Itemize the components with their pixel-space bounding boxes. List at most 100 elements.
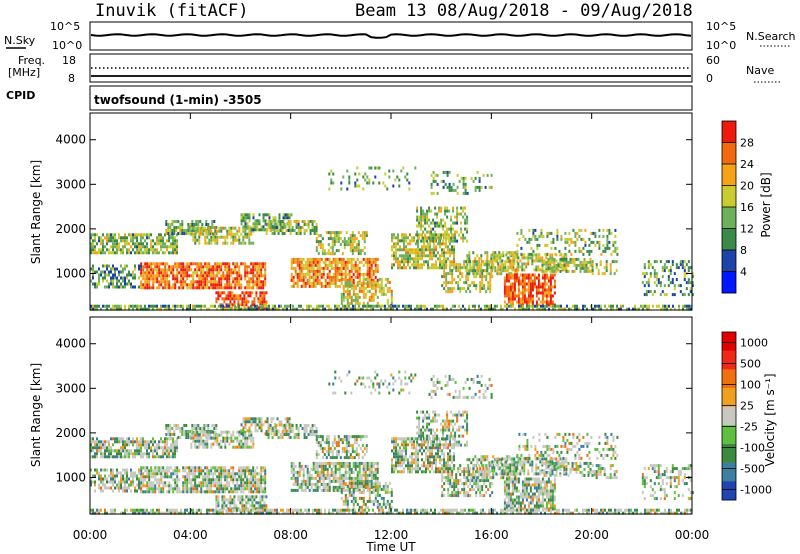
heatmap-cell [442,185,445,189]
heatmap-cell [505,291,508,295]
heatmap-cell [232,271,235,275]
heatmap-cell [96,304,98,308]
heatmap-cell [572,304,574,308]
heatmap-cell [275,226,278,229]
heatmap-cell [186,265,189,269]
heatmap-cell [122,486,124,490]
heatmap-cell [152,304,154,308]
heatmap-cell [363,234,366,238]
heatmap-cell [204,304,206,308]
heatmap-cell [218,433,221,437]
heatmap-cell [170,443,172,447]
heatmap-cell [469,290,472,294]
heatmap-cell [212,484,215,488]
heatmap-cell [118,449,120,453]
heatmap-cell [585,266,588,270]
heatmap-cell [222,490,225,494]
heatmap-cell [468,307,470,311]
heatmap-cell [190,469,193,473]
heatmap-cell [370,266,373,270]
heatmap-cell [541,263,544,267]
heatmap-cell [92,455,94,459]
heatmap-cell [98,449,100,453]
heatmap-cell [183,232,186,235]
heatmap-cell [431,233,433,237]
heatmap-cell [348,289,351,293]
heatmap-cell [167,229,170,232]
heatmap-cell [102,440,104,444]
heatmap-cell [553,291,556,295]
heatmap-cell [554,252,557,256]
heatmap-cell [574,249,577,253]
heatmap-cell [521,279,524,283]
heatmap-cell [92,239,94,243]
heatmap-cell [326,266,329,270]
heatmap-cell [260,286,263,290]
heatmap-cell [302,307,304,311]
heatmap-cell [403,239,405,243]
heatmap-cell [543,294,546,298]
heatmap-cell [274,423,277,427]
heatmap-cell [534,234,537,238]
heatmap-cell [416,230,419,234]
heatmap-cell [244,262,247,266]
heatmap-cell [541,288,544,292]
heatmap-cell [226,469,229,473]
heatmap-cell [168,304,170,308]
heatmap-cell [424,227,427,231]
heatmap-cell [258,472,261,476]
heatmap-cell [170,455,172,459]
heatmap-cell [292,281,295,285]
heatmap-cell [372,269,375,273]
heatmap-cell [356,263,359,267]
heatmap-cell [233,297,236,301]
heatmap-cell [140,466,143,470]
heatmap-cell [256,280,259,284]
heatmap-cell [152,475,155,479]
heatmap-cell [174,274,177,278]
heatmap-cell [184,283,187,287]
heatmap-cell [410,304,412,308]
heatmap-cell [248,213,251,217]
heatmap-cell [294,260,297,264]
heatmap-cell [433,248,435,252]
heatmap-cell [464,221,467,225]
heatmap-cell [534,237,537,241]
heatmap-cell [581,263,584,267]
heatmap-cell [509,294,512,298]
heatmap-cell [210,436,213,440]
heatmap-cell [138,486,140,490]
heatmap-cell [583,263,586,267]
heatmap-cell [534,304,536,308]
heatmap-cell [433,245,435,249]
heatmap-cell [171,220,174,223]
heatmap-cell [220,268,223,272]
heatmap-cell [673,272,676,276]
heatmap-cell [343,240,346,244]
heatmap-cell [333,234,336,238]
heatmap-cell [237,294,240,298]
heatmap-cell [251,300,254,304]
heatmap-cell [417,266,419,270]
heatmap-cell [248,481,251,485]
heatmap-cell [405,245,407,249]
heatmap-cell [222,439,225,443]
heatmap-cell [297,226,300,229]
heatmap-cell [168,286,171,290]
heatmap-cell [196,268,199,272]
heatmap-cell [168,487,171,491]
heatmap-cell [134,264,136,268]
heatmap-cell [460,230,463,234]
heatmap-cell [184,265,187,269]
heatmap-cell [180,268,183,272]
heatmap-cell [457,284,460,288]
heatmap-cell [655,284,658,288]
heatmap-cell [340,281,343,285]
nsky-trace [90,33,692,39]
heatmap-cell [321,243,324,247]
heatmap-cell [329,246,332,250]
heatmap-cell [503,291,506,295]
heatmap-cell [503,288,506,292]
heatmap-cell [328,304,330,308]
heatmap-cell [134,455,136,459]
